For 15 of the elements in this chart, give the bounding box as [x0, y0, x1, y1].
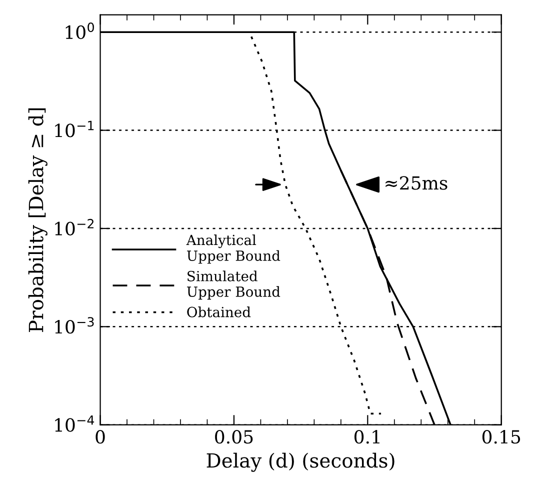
annotation: ≈25ms: [386, 176, 448, 190]
y-tick-label: 10$^{−2}$: [55, 218, 94, 236]
y-tick-label: 10$^{−1}$: [55, 120, 94, 138]
x-tick-label: 0: [96, 430, 105, 444]
x-axis-title: Delay (d) (seconds): [206, 452, 394, 472]
y-tick-label: 10$^{−4}$: [55, 415, 94, 432]
x-tick-label: 0.15: [482, 430, 520, 444]
y-axis-title: Probability [Delay ≥ d]: [28, 108, 48, 332]
x-tick-label: 0.05: [215, 430, 253, 444]
legend-label: Obtained: [187, 306, 251, 318]
legend-label: Simulated Upper Bound: [187, 270, 280, 300]
y-tick-label: 10$^{−3}$: [55, 317, 94, 334]
x-tick-label: 0.1: [354, 430, 380, 444]
y-tick-label: 10$^{0}$: [66, 22, 94, 40]
legend-label: Analytical Upper Bound: [186, 234, 280, 264]
